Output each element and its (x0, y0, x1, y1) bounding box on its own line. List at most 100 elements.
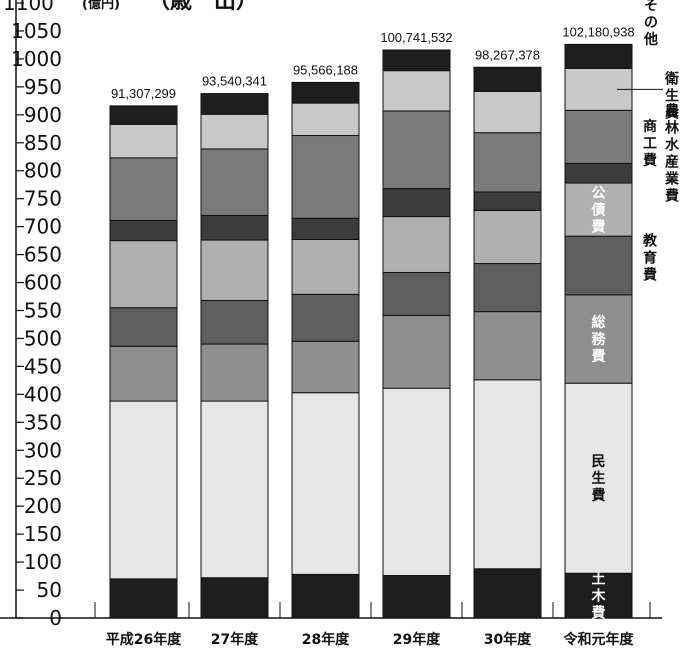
y-tick-label: 800 (24, 159, 62, 183)
bar-segment (200, 93, 269, 115)
total-label: 91,307,299 (111, 86, 176, 101)
bar-segment (291, 340, 360, 394)
category-label: 令和元年度 (563, 631, 635, 648)
bar-segment (473, 132, 542, 193)
y-tick-label: 550 (24, 299, 62, 323)
series-label: 民生費 (592, 454, 606, 504)
bar-segment (473, 191, 542, 211)
y-tick-label: 0 (49, 606, 62, 630)
y-axis: 0 50 100 150 200 250 300 350 400 450 500 550 600 650 7… (0, 0, 662, 630)
series-label: 教育費 (643, 232, 658, 283)
bar-segment (564, 43, 633, 69)
bar-segment (200, 148, 269, 216)
bar-segment (473, 209, 542, 265)
bar-segment (291, 293, 360, 342)
y-tick-label: 200 (24, 494, 62, 518)
total-label: 102,180,938 (562, 24, 634, 39)
bar-segment (473, 568, 542, 619)
bar-segment (382, 315, 451, 389)
bar-segment (382, 110, 451, 190)
chart-title: （歳 出） (148, 0, 258, 14)
series-label: 農林水産業費 (664, 103, 680, 205)
bar-segment (200, 239, 269, 301)
y-tick-label: 600 (24, 271, 62, 295)
bar-segment (564, 294, 633, 384)
bar-segment (291, 238, 360, 295)
y-tick-label: 300 (24, 438, 62, 462)
bar-segment (200, 299, 269, 345)
category-label: 29年度 (393, 631, 441, 648)
y-tick-label: 700 (24, 215, 62, 239)
total-label: 100,741,532 (380, 30, 452, 45)
bar-segment (564, 162, 633, 184)
series-label: 商工費 (643, 118, 657, 169)
bar-segment (200, 214, 269, 241)
bar-segment (200, 577, 269, 619)
category-label: 28年度 (302, 631, 350, 648)
bar-segment (109, 345, 178, 402)
y-tick-label: 1100 (3, 0, 54, 15)
bar-segment (291, 392, 360, 575)
bar-segment (109, 105, 178, 125)
bar-segment (109, 307, 178, 347)
bar-segment (291, 135, 360, 219)
bar-segment (473, 263, 542, 313)
y-tick-label: 900 (24, 103, 62, 127)
bar-segment (382, 70, 451, 112)
bar-segment (564, 109, 633, 164)
bar-segment (473, 66, 542, 92)
bar-segment (109, 157, 178, 221)
total-label: 95,566,188 (293, 62, 358, 77)
bar-segment (564, 182, 633, 237)
series-label: 土木費 (591, 571, 607, 622)
bar-segment (382, 271, 451, 317)
y-tick-label: 350 (24, 410, 62, 434)
y-tick-label: 650 (24, 243, 62, 267)
bar-segment (473, 90, 542, 134)
total-label: 93,540,341 (202, 74, 267, 89)
bar-segment (109, 578, 178, 619)
category-label: 27年度 (211, 631, 259, 648)
unit-label: (億円) (82, 0, 120, 12)
series-label: 公債費 (591, 186, 606, 236)
bar-segment (200, 400, 269, 579)
bar-segment (382, 188, 451, 218)
y-tick-label: 150 (24, 522, 62, 546)
bar-segment (382, 387, 451, 577)
bar-segment (473, 379, 542, 570)
bar-segment (109, 123, 178, 159)
bar-segment (291, 102, 360, 137)
y-tick-label: 400 (24, 382, 62, 406)
y-tick-label: 250 (24, 466, 62, 490)
bar-segment (291, 217, 360, 240)
bar-segment (473, 311, 542, 381)
bar-segment (291, 81, 360, 104)
bar-segment (200, 343, 269, 402)
y-tick-label: 1050 (11, 19, 62, 43)
bar-segment (564, 382, 633, 574)
y-tick-label: 850 (24, 131, 62, 155)
y-tick-label: 950 (24, 75, 62, 99)
bar-segment (200, 113, 269, 150)
series-label: 総務費 (592, 314, 607, 365)
bars (109, 43, 633, 619)
bar-segment (109, 240, 178, 309)
bar-segment (291, 573, 360, 619)
category-label: 30年度 (484, 631, 532, 648)
y-tick-label: 500 (24, 326, 62, 350)
total-label: 98,267,378 (475, 47, 540, 62)
bar-segment (382, 216, 451, 273)
y-tick-label: 450 (24, 354, 62, 378)
bar-segment (564, 235, 633, 296)
series-label: 衛生費 (664, 70, 679, 121)
bar-segment (382, 575, 451, 619)
series-label: その他 (643, 0, 658, 48)
bar-segment (382, 49, 451, 72)
y-tick-label: 100 (24, 550, 62, 574)
bar-segment (109, 400, 178, 580)
y-tick-label: 50 (37, 578, 62, 602)
labels: 91,307,299 平成26年度 93,540,341 27年度 95,566,188… (106, 0, 680, 648)
y-tick-label: 750 (24, 187, 62, 211)
category-label: 平成26年度 (106, 631, 182, 648)
